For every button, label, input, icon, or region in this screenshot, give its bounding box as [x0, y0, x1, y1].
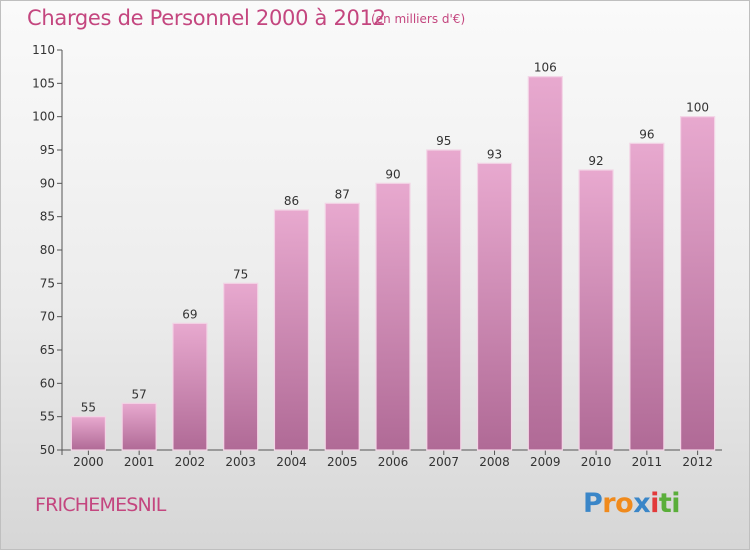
- data-label-2011: 96: [639, 127, 654, 141]
- data-label-2003: 75: [233, 267, 248, 281]
- x-tick-label-2003: 2003: [225, 455, 256, 469]
- data-label-2001: 57: [132, 387, 147, 401]
- y-tick-label: 80: [40, 243, 55, 257]
- x-tick-label-2006: 2006: [378, 455, 409, 469]
- x-tick-label-2008: 2008: [479, 455, 510, 469]
- bar-2000: [70, 416, 106, 451]
- logo-letter: x: [633, 488, 651, 519]
- bar-2012: [680, 116, 716, 451]
- chart-data-labels: 55 57 69 75 86 87 90 95 93 106 92 96 100: [81, 61, 709, 415]
- bar-2011: [629, 142, 665, 451]
- data-label-2008: 93: [487, 147, 502, 161]
- logo-letter: t: [658, 488, 672, 519]
- data-label-2004: 86: [284, 194, 299, 208]
- y-tick-label: 55: [40, 410, 55, 424]
- bar-2010: [578, 169, 614, 451]
- commune-name: FRICHEMESNIL: [35, 494, 166, 516]
- logo-letter: r: [602, 488, 616, 519]
- logo-letter: i: [671, 488, 681, 519]
- data-label-2005: 87: [335, 187, 350, 201]
- chart-bars: [70, 76, 716, 451]
- x-tick-label-2009: 2009: [530, 455, 561, 469]
- y-tick-label: 65: [40, 343, 55, 357]
- logo-letter: i: [650, 488, 659, 519]
- y-tick-label: 60: [40, 376, 55, 390]
- bar-2009: [527, 76, 563, 451]
- data-label-2009: 106: [534, 61, 557, 75]
- data-label-2010: 92: [588, 154, 603, 168]
- data-label-2002: 69: [182, 307, 197, 321]
- bar-2002: [172, 322, 208, 451]
- x-tick-label-2007: 2007: [428, 455, 459, 469]
- x-tick-label-2005: 2005: [327, 455, 358, 469]
- x-tick-label-2012: 2012: [682, 455, 713, 469]
- x-tick-label-2000: 2000: [73, 455, 104, 469]
- logo-letter: P: [583, 488, 603, 519]
- chart-title: Charges de Personnel 2000 à 2012: [27, 6, 386, 30]
- y-tick-label: 85: [40, 210, 55, 224]
- bar-2003: [223, 282, 259, 451]
- y-tick-label: 100: [32, 110, 55, 124]
- data-label-2006: 90: [385, 167, 400, 181]
- chart-axes: 50 55 60 65 70 75 80 85 90 95 100 105 110 2000 2001 200…: [32, 43, 722, 469]
- data-label-2007: 95: [436, 134, 451, 148]
- y-tick-label: 50: [40, 443, 55, 457]
- y-tick-label: 90: [40, 176, 55, 190]
- x-tick-label-2010: 2010: [581, 455, 612, 469]
- proxiti-logo: Proxiti: [583, 488, 681, 519]
- bar-2007: [426, 149, 462, 451]
- bar-2005: [324, 202, 360, 451]
- x-tick-label-2011: 2011: [632, 455, 663, 469]
- x-tick-label-2002: 2002: [175, 455, 206, 469]
- bar-2006: [375, 182, 411, 451]
- x-tick-label-2001: 2001: [124, 455, 155, 469]
- data-label-2000: 55: [81, 401, 96, 415]
- y-tick-label: 105: [32, 76, 55, 90]
- bar-2004: [273, 209, 310, 451]
- data-label-2012: 100: [686, 101, 709, 115]
- bar-2001: [121, 402, 157, 451]
- y-tick-label: 95: [40, 143, 55, 157]
- x-tick-label-2004: 2004: [276, 455, 307, 469]
- y-tick-label: 75: [40, 276, 55, 290]
- bar-2008: [476, 162, 513, 451]
- y-tick-label: 110: [32, 43, 55, 57]
- logo-letter: o: [615, 488, 634, 519]
- y-tick-label: 70: [40, 310, 55, 324]
- chart-unit-label: (en milliers d'€): [371, 12, 466, 26]
